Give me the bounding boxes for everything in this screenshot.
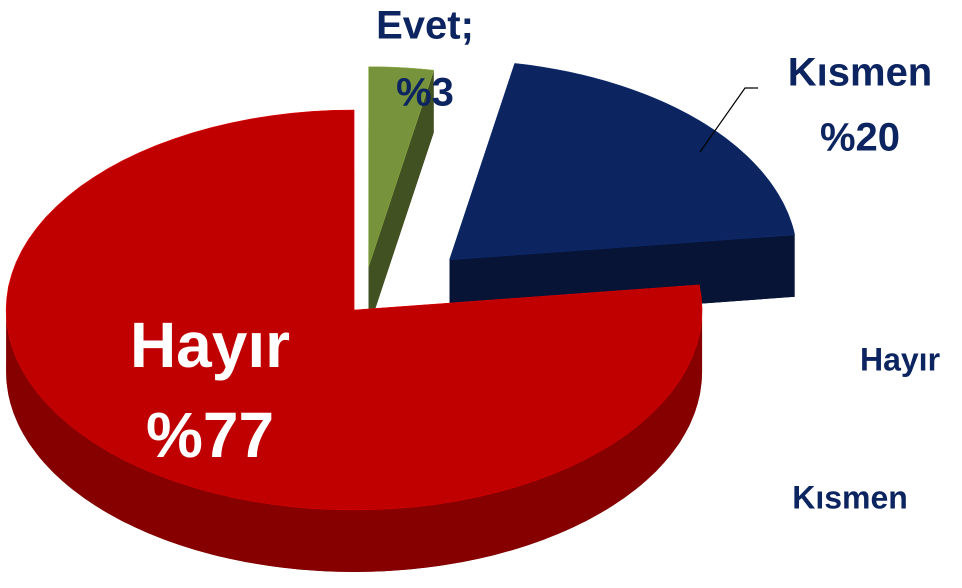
data-label-name: Kısmen	[788, 51, 933, 95]
slice	[5, 109, 703, 511]
slice-side	[368, 70, 434, 329]
data-label-value: %20	[820, 116, 900, 160]
slice	[5, 109, 703, 572]
data-label-name: Hayır	[130, 309, 290, 381]
legend-label: Hayır	[860, 341, 940, 377]
slice	[368, 66, 435, 267]
data-label-value: %77	[146, 399, 274, 471]
data-label-value: %3	[396, 71, 454, 115]
slice	[449, 63, 796, 261]
slice	[368, 66, 435, 329]
legend-label: Kısmen	[792, 479, 908, 515]
leader-line	[699, 87, 758, 153]
slice	[449, 63, 796, 322]
slice-side	[6, 310, 703, 572]
data-label-name: Evet;	[376, 4, 474, 48]
